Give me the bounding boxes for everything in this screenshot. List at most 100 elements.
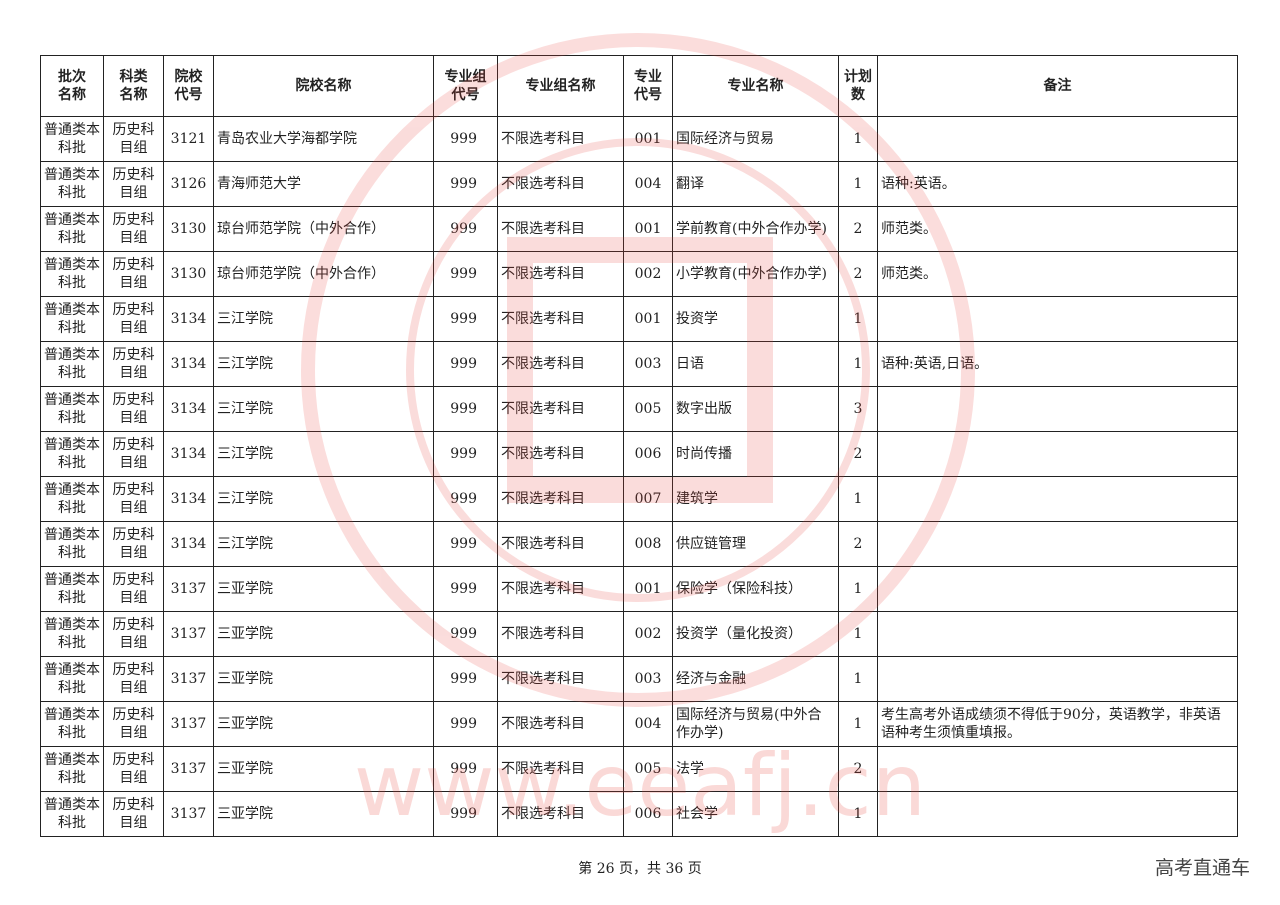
cell-major-name: 学前教育(中外合作办学): [672, 206, 839, 252]
cell-major-code: 006: [623, 791, 673, 837]
cell-school-code: 3134: [163, 476, 214, 522]
cell-group-name: 不限选考科目: [497, 161, 624, 207]
cell-major-name: 日语: [672, 341, 839, 387]
cell-major-code: 004: [623, 701, 673, 747]
cell-category: 历史科目组: [103, 341, 164, 387]
cell-school-name: 三亚学院: [213, 746, 434, 792]
table-row: 普通类本科批 历史科目组 3137 三亚学院 999 不限选考科目 001 保险学（保险科技）…: [40, 566, 1238, 612]
cell-major-code: 003: [623, 656, 673, 702]
cell-remarks: [877, 611, 1238, 657]
cell-group-code: 999: [433, 431, 498, 477]
cell-major-code: 006: [623, 431, 673, 477]
cell-school-name: 三江学院: [213, 431, 434, 477]
cell-major-name: 翻译: [672, 161, 839, 207]
cell-school-code: 3137: [163, 791, 214, 837]
cell-group-name: 不限选考科目: [497, 116, 624, 162]
cell-school-name: 青岛农业大学海都学院: [213, 116, 434, 162]
cell-major-code: 008: [623, 521, 673, 567]
header-remarks: 备注: [877, 55, 1238, 117]
cell-major-name: 投资学: [672, 296, 839, 342]
cell-group-name: 不限选考科目: [497, 431, 624, 477]
cell-category: 历史科目组: [103, 611, 164, 657]
cell-remarks: 考生高考外语成绩须不得低于90分，英语教学，非英语语种考生须慎重填报。: [877, 701, 1238, 747]
cell-plan-count: 1: [838, 566, 878, 612]
cell-group-name: 不限选考科目: [497, 521, 624, 567]
cell-remarks: [877, 431, 1238, 477]
cell-plan-count: 1: [838, 116, 878, 162]
cell-school-name: 三亚学院: [213, 611, 434, 657]
cell-school-code: 3134: [163, 431, 214, 477]
cell-category: 历史科目组: [103, 701, 164, 747]
cell-batch: 普通类本科批: [40, 341, 104, 387]
cell-group-code: 999: [433, 566, 498, 612]
header-category: 科类 名称: [103, 55, 164, 117]
cell-school-name: 三江学院: [213, 296, 434, 342]
cell-group-code: 999: [433, 251, 498, 297]
cell-plan-count: 2: [838, 521, 878, 567]
cell-group-code: 999: [433, 296, 498, 342]
cell-plan-count: 2: [838, 746, 878, 792]
cell-group-code: 999: [433, 791, 498, 837]
cell-group-code: 999: [433, 161, 498, 207]
cell-plan-count: 1: [838, 476, 878, 522]
cell-major-code: 007: [623, 476, 673, 522]
cell-school-name: 青海师范大学: [213, 161, 434, 207]
cell-school-code: 3137: [163, 566, 214, 612]
cell-major-name: 数字出版: [672, 386, 839, 432]
cell-group-code: 999: [433, 386, 498, 432]
cell-batch: 普通类本科批: [40, 251, 104, 297]
cell-school-name: 三江学院: [213, 476, 434, 522]
cell-major-name: 社会学: [672, 791, 839, 837]
table-row: 普通类本科批 历史科目组 3130 琼台师范学院（中外合作） 999 不限选考科目 002 小…: [40, 251, 1238, 297]
cell-plan-count: 3: [838, 386, 878, 432]
cell-remarks: 师范类。: [877, 251, 1238, 297]
cell-remarks: 语种:英语。: [877, 161, 1238, 207]
cell-batch: 普通类本科批: [40, 656, 104, 702]
header-batch: 批次 名称: [40, 55, 104, 117]
admission-plan-table: 批次 名称 科类 名称 院校 代号 院校名称 专业组 代号 专业组名称 专业 代号 专业名称计…: [40, 55, 1238, 837]
cell-batch: 普通类本科批: [40, 476, 104, 522]
cell-group-code: 999: [433, 611, 498, 657]
header-group-name: 专业组名称: [497, 55, 624, 117]
cell-school-code: 3121: [163, 116, 214, 162]
cell-major-code: 001: [623, 566, 673, 612]
table-row: 普通类本科批 历史科目组 3137 三亚学院 999 不限选考科目 006 社会学 1: [40, 791, 1238, 837]
cell-school-name: 三亚学院: [213, 701, 434, 747]
cell-group-code: 999: [433, 116, 498, 162]
cell-remarks: [877, 656, 1238, 702]
cell-remarks: [877, 116, 1238, 162]
cell-school-name: 三江学院: [213, 521, 434, 567]
cell-major-code: 005: [623, 746, 673, 792]
cell-school-code: 3137: [163, 611, 214, 657]
cell-category: 历史科目组: [103, 206, 164, 252]
cell-category: 历史科目组: [103, 116, 164, 162]
cell-plan-count: 1: [838, 611, 878, 657]
cell-category: 历史科目组: [103, 566, 164, 612]
table-row: 普通类本科批 历史科目组 3134 三江学院 999 不限选考科目 001 投资学 1: [40, 296, 1238, 342]
cell-category: 历史科目组: [103, 386, 164, 432]
cell-major-name: 供应链管理: [672, 521, 839, 567]
cell-batch: 普通类本科批: [40, 206, 104, 252]
header-major-name: 专业名称: [672, 55, 839, 117]
cell-school-code: 3134: [163, 296, 214, 342]
header-plan-count: 计划 数: [838, 55, 878, 117]
cell-category: 历史科目组: [103, 791, 164, 837]
cell-school-name: 琼台师范学院（中外合作）: [213, 206, 434, 252]
cell-major-code: 005: [623, 386, 673, 432]
cell-plan-count: 1: [838, 341, 878, 387]
cell-plan-count: 1: [838, 656, 878, 702]
cell-plan-count: 1: [838, 701, 878, 747]
cell-category: 历史科目组: [103, 656, 164, 702]
cell-school-code: 3134: [163, 386, 214, 432]
cell-major-name: 时尚传播: [672, 431, 839, 477]
cell-school-code: 3137: [163, 701, 214, 747]
cell-group-name: 不限选考科目: [497, 656, 624, 702]
table-row: 普通类本科批 历史科目组 3137 三亚学院 999 不限选考科目 004 国际经济与贸易(中…: [40, 701, 1238, 747]
cell-school-code: 3137: [163, 746, 214, 792]
header-school-code: 院校 代号: [163, 55, 214, 117]
cell-group-name: 不限选考科目: [497, 296, 624, 342]
cell-group-code: 999: [433, 206, 498, 252]
cell-remarks: 师范类。: [877, 206, 1238, 252]
cell-batch: 普通类本科批: [40, 566, 104, 612]
cell-remarks: [877, 791, 1238, 837]
